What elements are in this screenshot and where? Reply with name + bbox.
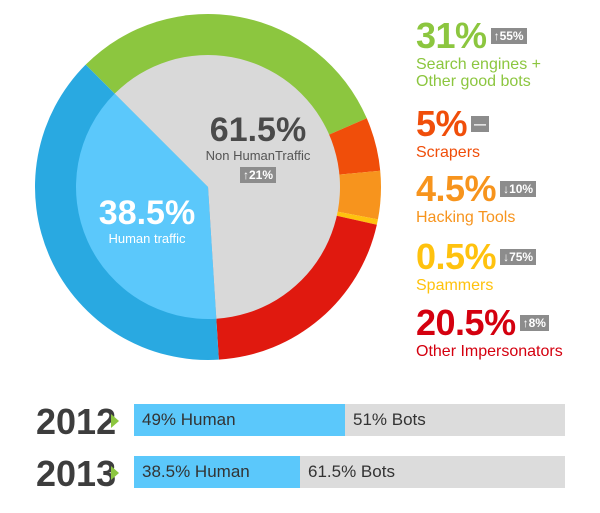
legend-pct: 20.5%: [416, 302, 516, 343]
traffic-donut-chart: [34, 14, 382, 360]
legend-pct: 5%: [416, 103, 468, 144]
legend-label: Scrapers: [416, 144, 481, 161]
legend-change-badge: ↑55%: [490, 28, 527, 44]
legend-item: 31% ↑55% Search engines + Other good bots: [416, 15, 541, 91]
non-human-pct: 61.5%: [209, 111, 307, 149]
legend-item: 5% — Scrapers: [416, 103, 490, 161]
legend-item: 4.5% ↓10% Hacking Tools: [416, 168, 537, 226]
non-human-change-badge: ↑21%: [239, 166, 277, 183]
year-2013-label: 2013: [36, 453, 117, 494]
year-2012-bots-text: 51% Bots: [353, 410, 426, 429]
legend-pct: 31%: [416, 15, 487, 56]
legend-change-badge: ↑8%: [519, 315, 549, 331]
human-label: Human traffic: [108, 231, 186, 246]
inner-slice-human-traffic: [75, 93, 217, 320]
legend-item: 0.5% ↓75% Spammers: [416, 236, 537, 294]
year-2012-human-fill: [134, 404, 345, 436]
inner-slice-non-humantraffic: [114, 55, 340, 319]
non-human-label: Non HumanTraffic: [205, 148, 311, 163]
human-pct: 38.5%: [98, 194, 196, 232]
year-2013-human-fill: [134, 456, 300, 488]
legend-label: Spammers: [416, 277, 494, 294]
year-2012-bar: 49% Human 51% Bots: [134, 404, 565, 436]
legend-label: Hacking Tools: [416, 209, 516, 226]
year-2012-arrow-icon: [111, 414, 119, 428]
legend-change-badge: —: [471, 116, 490, 132]
legend-change-badge: ↓10%: [500, 181, 537, 197]
human-center-label: 38.5% Human traffic: [92, 195, 202, 246]
year-2012-human-text: 49% Human: [142, 410, 236, 429]
year-2013-bar: 38.5% Human 61.5% Bots: [134, 456, 565, 488]
legend-pct: 4.5%: [416, 168, 497, 209]
legend-pct: 0.5%: [416, 236, 497, 277]
legend-item: 20.5% ↑8% Other Impersonators: [416, 302, 563, 361]
year-2013-arrow-icon: [111, 466, 119, 480]
legend-change-badge: ↓75%: [500, 249, 537, 265]
legend-label: Other Impersonators: [416, 343, 563, 360]
legend-label: Search engines + Other good bots: [416, 56, 541, 90]
year-2013-bots-text: 61.5% Bots: [308, 462, 395, 481]
year-2013-human-text: 38.5% Human: [142, 462, 250, 481]
non-human-center-label: 61.5% Non HumanTraffic ↑21%: [188, 112, 328, 184]
year-2012-label: 2012: [36, 401, 117, 442]
